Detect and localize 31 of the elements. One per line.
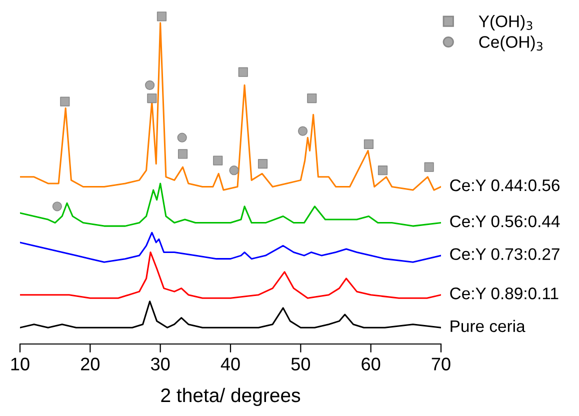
x-tick-label: 30 xyxy=(150,358,170,370)
x-tick-label: 70 xyxy=(432,358,450,370)
point xyxy=(378,166,388,176)
point xyxy=(60,96,70,106)
x-tick-label: 10 xyxy=(11,358,30,370)
x-tick-label: 40 xyxy=(220,358,240,370)
point xyxy=(177,132,187,142)
x-axis-title: 2 theta/ degrees xyxy=(161,388,300,406)
series-label: Pure ceria xyxy=(450,320,526,332)
point xyxy=(229,166,239,176)
series-label: Ce:Y 0.56:0.44 xyxy=(450,215,560,228)
legend-label: Y(OH)$_{3}$ xyxy=(478,15,532,31)
point xyxy=(52,202,62,212)
point xyxy=(298,126,308,136)
point xyxy=(144,80,155,90)
point xyxy=(424,162,434,172)
x-tick-label: 20 xyxy=(81,358,100,370)
point xyxy=(213,156,223,166)
series-label: Ce:Y 0.73:0.27 xyxy=(450,248,560,260)
x-tick-label: 60 xyxy=(362,358,380,370)
point xyxy=(364,139,374,149)
point xyxy=(178,149,188,159)
x-tick-label: 50 xyxy=(291,358,310,370)
legend-label: Ce(OH)$_{3}$ xyxy=(479,36,542,52)
point xyxy=(147,93,157,104)
point xyxy=(156,12,167,22)
point xyxy=(258,159,268,169)
point xyxy=(307,93,317,104)
point xyxy=(238,67,248,77)
series-label: Ce:Y 0.44:0.56 xyxy=(450,179,560,192)
series-label: Ce:Y 0.89:0.11 xyxy=(450,288,558,300)
